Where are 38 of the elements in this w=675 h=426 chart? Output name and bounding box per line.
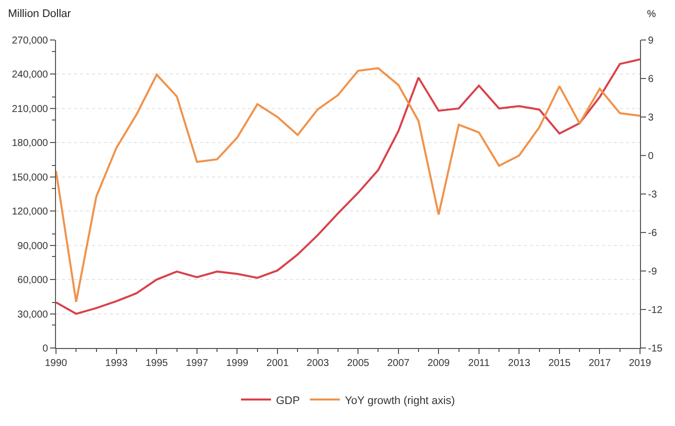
y-tick-label: 60,000 — [17, 275, 48, 286]
y-tick-label: 210,000 — [12, 104, 48, 115]
x-tick-label: 2007 — [387, 358, 410, 369]
x-tick-label: 1997 — [186, 358, 209, 369]
x-tick-label: 2005 — [346, 358, 370, 369]
y2-tick-label: 6 — [648, 74, 654, 85]
y2-axis-title: % — [647, 9, 656, 20]
y-tick-label: 0 — [42, 344, 48, 354]
x-tick-label: 2001 — [266, 358, 290, 369]
y2-tick-label: -15 — [648, 344, 663, 354]
y2-tick-label: 3 — [648, 112, 654, 124]
x-tick-label: 2013 — [508, 358, 531, 369]
x-tick-label: 1995 — [146, 358, 168, 369]
y-tick-label: 240,000 — [12, 70, 48, 81]
x-tick-label: 2015 — [548, 358, 572, 369]
x-tick-label: 1999 — [226, 358, 249, 369]
x-tick-label: 2009 — [427, 358, 450, 369]
x-tick-label: 1990 — [44, 358, 68, 369]
x-tick-label: 2019 — [628, 358, 652, 369]
x-tick-label: 1993 — [105, 358, 128, 369]
y-tick-label: 120,000 — [12, 206, 48, 218]
y2-tick-label: -9 — [648, 266, 658, 278]
y-axis-title: Million Dollar — [8, 8, 72, 20]
y2-tick-label: -12 — [648, 305, 663, 316]
y2-tick-label: 0 — [648, 151, 654, 162]
y-tick-label: 30,000 — [17, 309, 48, 320]
y-tick-label: 180,000 — [12, 138, 48, 150]
legend-label: GDP — [276, 394, 300, 407]
y-tick-label: 270,000 — [12, 36, 48, 46]
y2-tick-label: -6 — [648, 228, 658, 239]
legend-label: YoY growth (right axis) — [344, 394, 455, 407]
x-tick-label: 2017 — [588, 358, 612, 369]
y-tick-label: 150,000 — [12, 172, 48, 184]
y2-tick-label: 9 — [648, 36, 654, 46]
x-tick-label: 2003 — [306, 358, 330, 369]
y-tick-label: 90,000 — [17, 240, 48, 252]
x-tick-label: 2011 — [468, 358, 490, 369]
y2-tick-label: -3 — [648, 190, 658, 200]
